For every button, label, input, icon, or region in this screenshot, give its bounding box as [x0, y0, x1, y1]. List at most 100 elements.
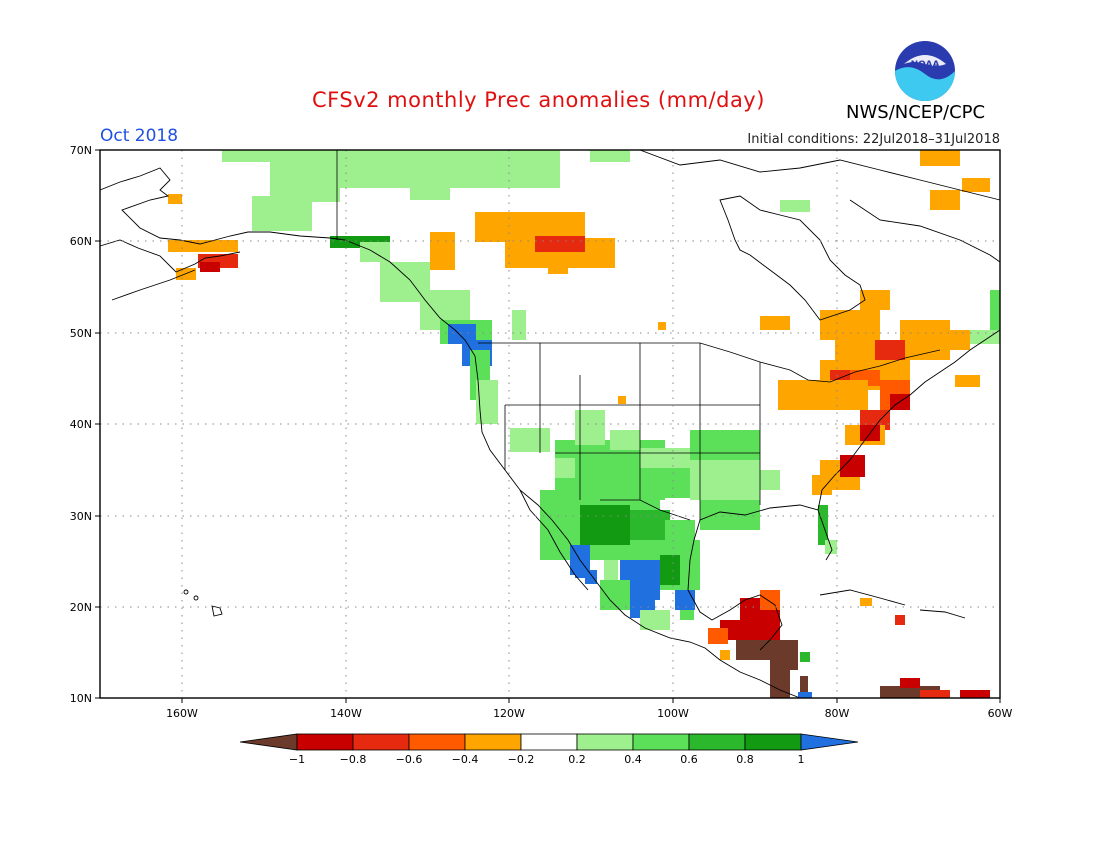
anomaly-cell [955, 375, 980, 387]
colorbar-cell [744, 733, 802, 751]
anomaly-cell [780, 200, 810, 212]
anomaly-cell [895, 615, 905, 625]
colorbar-label: −0.2 [508, 753, 535, 766]
colorbar-labels: −1 −0.8 −0.6 −0.4 −0.2 0.2 0.4 0.6 0.8 1 [289, 753, 805, 766]
noaa-logo-icon: NOAA [895, 41, 955, 101]
colorbar-max-arrow [800, 733, 859, 751]
initial-conditions-label: Initial conditions: 22Jul2018–31Jul2018 [747, 132, 1000, 147]
lat-label: 10N [70, 692, 92, 705]
lon-label: 60W [988, 707, 1013, 720]
anomaly-cell [658, 322, 666, 330]
anomaly-cell [476, 380, 498, 424]
colorbar-cell [352, 733, 410, 751]
colorbar-cell [464, 733, 522, 751]
anomaly-cell [585, 570, 597, 584]
anomaly-cell [252, 196, 312, 231]
colorbar-label: 0.8 [736, 753, 754, 766]
colorbar-min-arrow [239, 733, 298, 751]
anomaly-cell [640, 610, 670, 630]
anomaly-cell [840, 455, 865, 477]
colorbar-cell [688, 733, 746, 751]
colorbar-label: 0.2 [568, 753, 586, 766]
anomaly-cell [770, 640, 798, 670]
anomaly-cell [860, 598, 872, 606]
month-label: Oct 2018 [100, 126, 179, 146]
lon-label: 120W [493, 707, 525, 720]
colorbar-label: 1 [798, 753, 805, 766]
colorbar-label: −1 [289, 753, 305, 766]
anomaly-cell [430, 232, 455, 270]
anomaly-cell [760, 316, 790, 330]
anomaly-cell [860, 290, 890, 310]
anomaly-cell [812, 475, 832, 495]
colorbar-cell [632, 733, 690, 751]
anomaly-cell [820, 310, 880, 340]
colorbar-cell [408, 733, 466, 751]
anomaly-cell [920, 690, 950, 698]
anomaly-cell [200, 262, 220, 272]
lon-label: 160W [166, 707, 198, 720]
anomaly-cell [630, 510, 670, 540]
anomaly-cell [940, 330, 970, 350]
anomaly-cell [800, 676, 808, 696]
anomaly-cell [660, 555, 680, 585]
anomaly-cell [930, 190, 960, 210]
colorbar-cell [296, 733, 354, 751]
lat-label: 40N [70, 418, 92, 431]
anomaly-cell [512, 310, 526, 340]
colorbar [239, 733, 859, 751]
organization-label: NWS/NCEP/CPC [846, 102, 986, 123]
colorbar-label: 0.6 [680, 753, 698, 766]
anomaly-cell [580, 505, 630, 545]
colorbar-label: −0.6 [396, 753, 423, 766]
anomaly-cell [990, 290, 1000, 330]
anomaly-cell [778, 380, 868, 410]
anomaly-cell [168, 240, 238, 252]
lat-label: 30N [70, 510, 92, 523]
anomaly-cell [690, 430, 760, 460]
anomaly-cell [900, 678, 920, 688]
anomaly-cells [168, 150, 1000, 698]
anomaly-cell [690, 460, 760, 500]
lon-label: 140W [330, 707, 362, 720]
axis-ticks [95, 149, 1001, 703]
anomaly-cell [575, 410, 605, 445]
anomaly-cell [965, 330, 1000, 344]
lon-label: 100W [657, 707, 689, 720]
anomaly-cell [610, 430, 640, 450]
lat-label: 70N [70, 144, 92, 157]
colorbar-label: 0.4 [624, 753, 642, 766]
anomaly-cell [720, 650, 730, 660]
anomaly-cell [618, 396, 626, 404]
anomaly-cell [962, 178, 990, 192]
anomaly-cell [590, 150, 630, 162]
anomaly-cell [770, 668, 790, 698]
anomaly-cell [708, 628, 728, 644]
lat-labels: 70N 60N 50N 40N 30N 20N 10N [70, 144, 92, 705]
chart-title: CFSv2 monthly Prec anomalies (mm/day) [312, 88, 765, 112]
lat-label: 60N [70, 235, 92, 248]
coastlines [99, 149, 1001, 699]
anomaly-cell [555, 458, 575, 478]
anomaly-cell [798, 692, 812, 698]
anomaly-cell [270, 162, 340, 202]
anomaly-cell [448, 324, 476, 344]
anomaly-cell [575, 568, 589, 578]
anomaly-cell [604, 560, 618, 580]
anomaly-cell [960, 690, 990, 698]
lat-label: 20N [70, 601, 92, 614]
lat-label: 50N [70, 327, 92, 340]
anomaly-cell [675, 590, 695, 610]
anomaly-cell [222, 150, 340, 162]
anomaly-cell [410, 180, 450, 200]
anomaly-cell [535, 236, 585, 252]
logo-text: NOAA [911, 60, 940, 70]
anomaly-cell [510, 428, 550, 452]
political-boundaries [336, 150, 941, 521]
anomaly-cell [725, 510, 755, 526]
anomaly-cell [680, 610, 694, 620]
colorbar-label: −0.4 [452, 753, 479, 766]
anomaly-cell [548, 262, 568, 274]
anomaly-cell [875, 340, 905, 360]
